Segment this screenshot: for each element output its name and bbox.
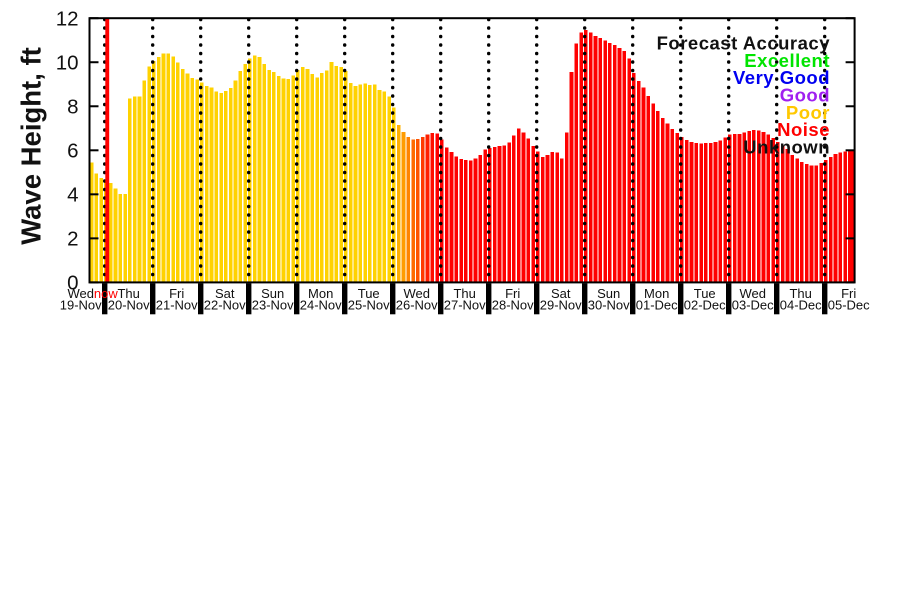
svg-text:Mon: Mon: [644, 286, 669, 301]
svg-text:Tue: Tue: [358, 286, 380, 301]
svg-text:8: 8: [67, 95, 78, 118]
svg-text:2: 2: [67, 228, 78, 251]
svg-text:24-Nov: 24-Nov: [300, 298, 342, 313]
svg-text:28-Nov: 28-Nov: [492, 298, 534, 313]
svg-text:21-Nov: 21-Nov: [156, 298, 198, 313]
svg-text:Wed: Wed: [67, 286, 94, 301]
svg-text:03-Dec: 03-Dec: [732, 298, 774, 313]
svg-text:Wed: Wed: [739, 286, 766, 301]
svg-text:12: 12: [56, 7, 79, 30]
svg-text:Tue: Tue: [694, 286, 716, 301]
svg-text:Mon: Mon: [308, 286, 333, 301]
svg-text:Thu: Thu: [789, 286, 811, 301]
svg-text:Good: Good: [780, 85, 830, 106]
svg-text:23-Nov: 23-Nov: [252, 298, 294, 313]
svg-text:Thu: Thu: [117, 286, 139, 301]
svg-text:19-Nov: 19-Nov: [60, 298, 102, 313]
svg-text:Unknown: Unknown: [743, 137, 830, 158]
svg-text:04-Dec: 04-Dec: [780, 298, 822, 313]
svg-text:Fri: Fri: [505, 286, 520, 301]
svg-text:Sun: Sun: [261, 286, 284, 301]
svg-text:0: 0: [67, 272, 78, 295]
svg-text:Excellent: Excellent: [744, 50, 830, 71]
svg-text:26-Nov: 26-Nov: [396, 298, 438, 313]
svg-text:02-Dec: 02-Dec: [684, 298, 726, 313]
svg-text:Very Good: Very Good: [733, 67, 830, 88]
svg-text:Noise: Noise: [777, 119, 830, 140]
svg-text:now: now: [94, 286, 118, 301]
svg-text:Fri: Fri: [841, 286, 856, 301]
svg-text:05-Dec: 05-Dec: [828, 298, 870, 313]
svg-text:22-Nov: 22-Nov: [204, 298, 246, 313]
svg-text:Sat: Sat: [551, 286, 571, 301]
svg-text:Wed: Wed: [403, 286, 430, 301]
svg-text:25-Nov: 25-Nov: [348, 298, 390, 313]
svg-text:4: 4: [67, 184, 78, 207]
svg-text:30-Nov: 30-Nov: [588, 298, 630, 313]
svg-text:Wave Height, ft: Wave Height, ft: [16, 47, 47, 245]
svg-text:27-Nov: 27-Nov: [444, 298, 486, 313]
svg-text:Sat: Sat: [215, 286, 235, 301]
svg-text:01-Dec: 01-Dec: [636, 298, 678, 313]
svg-text:Sun: Sun: [597, 286, 620, 301]
svg-text:29-Nov: 29-Nov: [540, 298, 582, 313]
svg-text:20-Nov: 20-Nov: [108, 298, 150, 313]
svg-text:Fri: Fri: [169, 286, 184, 301]
svg-text:6: 6: [67, 140, 78, 163]
svg-text:10: 10: [56, 51, 79, 74]
svg-text:Thu: Thu: [453, 286, 475, 301]
svg-text:Poor: Poor: [786, 102, 830, 123]
svg-text:Forecast Accuracy: Forecast Accuracy: [657, 33, 831, 54]
